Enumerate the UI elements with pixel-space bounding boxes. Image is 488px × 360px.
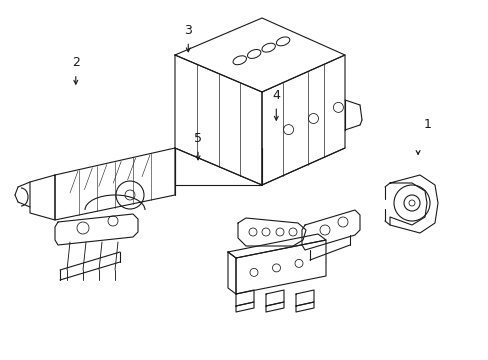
Text: 4: 4 bbox=[272, 89, 280, 102]
Text: 5: 5 bbox=[194, 132, 202, 145]
Text: 2: 2 bbox=[72, 57, 80, 69]
Text: 3: 3 bbox=[184, 24, 192, 37]
Text: 1: 1 bbox=[423, 118, 431, 131]
